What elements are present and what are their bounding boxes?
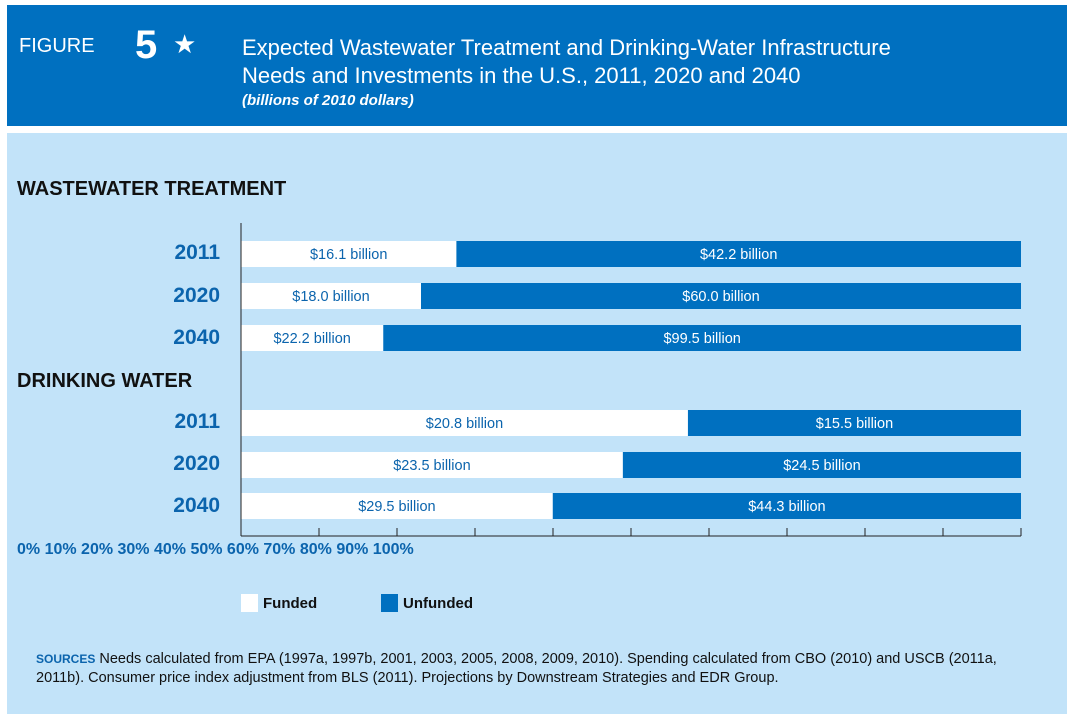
year-label-drinking-2040: 2040 bbox=[173, 494, 220, 517]
chart-title-line2: Needs and Investments in the U.S., 2011,… bbox=[242, 63, 801, 88]
legend-funded-swatch bbox=[241, 594, 258, 612]
bar-unfunded bbox=[552, 493, 1021, 519]
data-label-funded: $18.0 billion bbox=[292, 289, 369, 305]
data-label-funded: $29.5 billion bbox=[358, 499, 435, 515]
bar-funded bbox=[241, 325, 384, 351]
bar-funded bbox=[241, 410, 688, 436]
data-label-funded: $22.2 billion bbox=[273, 331, 350, 347]
data-label-funded: $16.1 billion bbox=[310, 247, 387, 263]
figure-label: FIGURE bbox=[19, 35, 95, 57]
bar-unfunded bbox=[456, 241, 1021, 267]
year-label-drinking-2011: 2011 bbox=[174, 410, 220, 433]
figure-number: 5 bbox=[135, 23, 158, 67]
sources-label: SOURCES bbox=[36, 652, 96, 666]
data-label-unfunded: $44.3 billion bbox=[748, 499, 825, 515]
year-label-wastewater-2020: 2020 bbox=[173, 284, 220, 307]
bar-unfunded bbox=[622, 452, 1021, 478]
data-label-funded: $20.8 billion bbox=[426, 416, 503, 432]
legend-funded-label: Funded bbox=[263, 594, 318, 612]
data-label-unfunded: $42.2 billion bbox=[700, 247, 777, 263]
sources-text: Needs calculated from EPA (1997a, 1997b,… bbox=[36, 651, 997, 686]
data-label-unfunded: $99.5 billion bbox=[663, 331, 740, 347]
data-label-unfunded: $24.5 billion bbox=[783, 458, 860, 474]
bar-funded bbox=[241, 283, 421, 309]
chart-subtitle: (billions of 2010 dollars) bbox=[242, 92, 414, 109]
data-label-unfunded: $60.0 billion bbox=[682, 289, 759, 305]
year-label-wastewater-2011: 2011 bbox=[174, 241, 220, 264]
year-label-drinking-2020: 2020 bbox=[173, 452, 220, 475]
star-icon: ★ bbox=[173, 29, 197, 59]
bar-funded bbox=[241, 452, 623, 478]
legend-unfunded-label: Unfunded bbox=[403, 594, 473, 612]
section-title-wastewater: WASTEWATER TREATMENT bbox=[17, 178, 287, 200]
year-label-wastewater-2040: 2040 bbox=[173, 326, 220, 349]
bar-funded bbox=[241, 493, 553, 519]
sources-note: SOURCES Needs calculated from EPA (1997a… bbox=[36, 650, 1036, 688]
chart-title-line1: Expected Wastewater Treatment and Drinki… bbox=[242, 35, 891, 60]
section-title-drinking-water: DRINKING WATER bbox=[17, 370, 193, 392]
bar-unfunded bbox=[383, 325, 1021, 351]
legend-funded: Funded bbox=[241, 594, 317, 612]
bar-unfunded bbox=[421, 283, 1021, 309]
legend-unfunded: Unfunded bbox=[381, 594, 473, 612]
data-label-funded: $23.5 billion bbox=[393, 458, 470, 474]
data-label-unfunded: $15.5 billion bbox=[816, 416, 893, 432]
chart-title: Expected Wastewater Treatment and Drinki… bbox=[242, 34, 1042, 90]
bar-unfunded bbox=[687, 410, 1021, 436]
bar-funded bbox=[241, 241, 457, 267]
legend-unfunded-swatch bbox=[381, 594, 398, 612]
figure-header: FIGURE 5 ★ Expected Wastewater Treatment… bbox=[7, 5, 1067, 126]
x-axis-tick-labels: 0% 10% 20% 30% 40% 50% 60% 70% 80% 90% 1… bbox=[17, 541, 414, 558]
